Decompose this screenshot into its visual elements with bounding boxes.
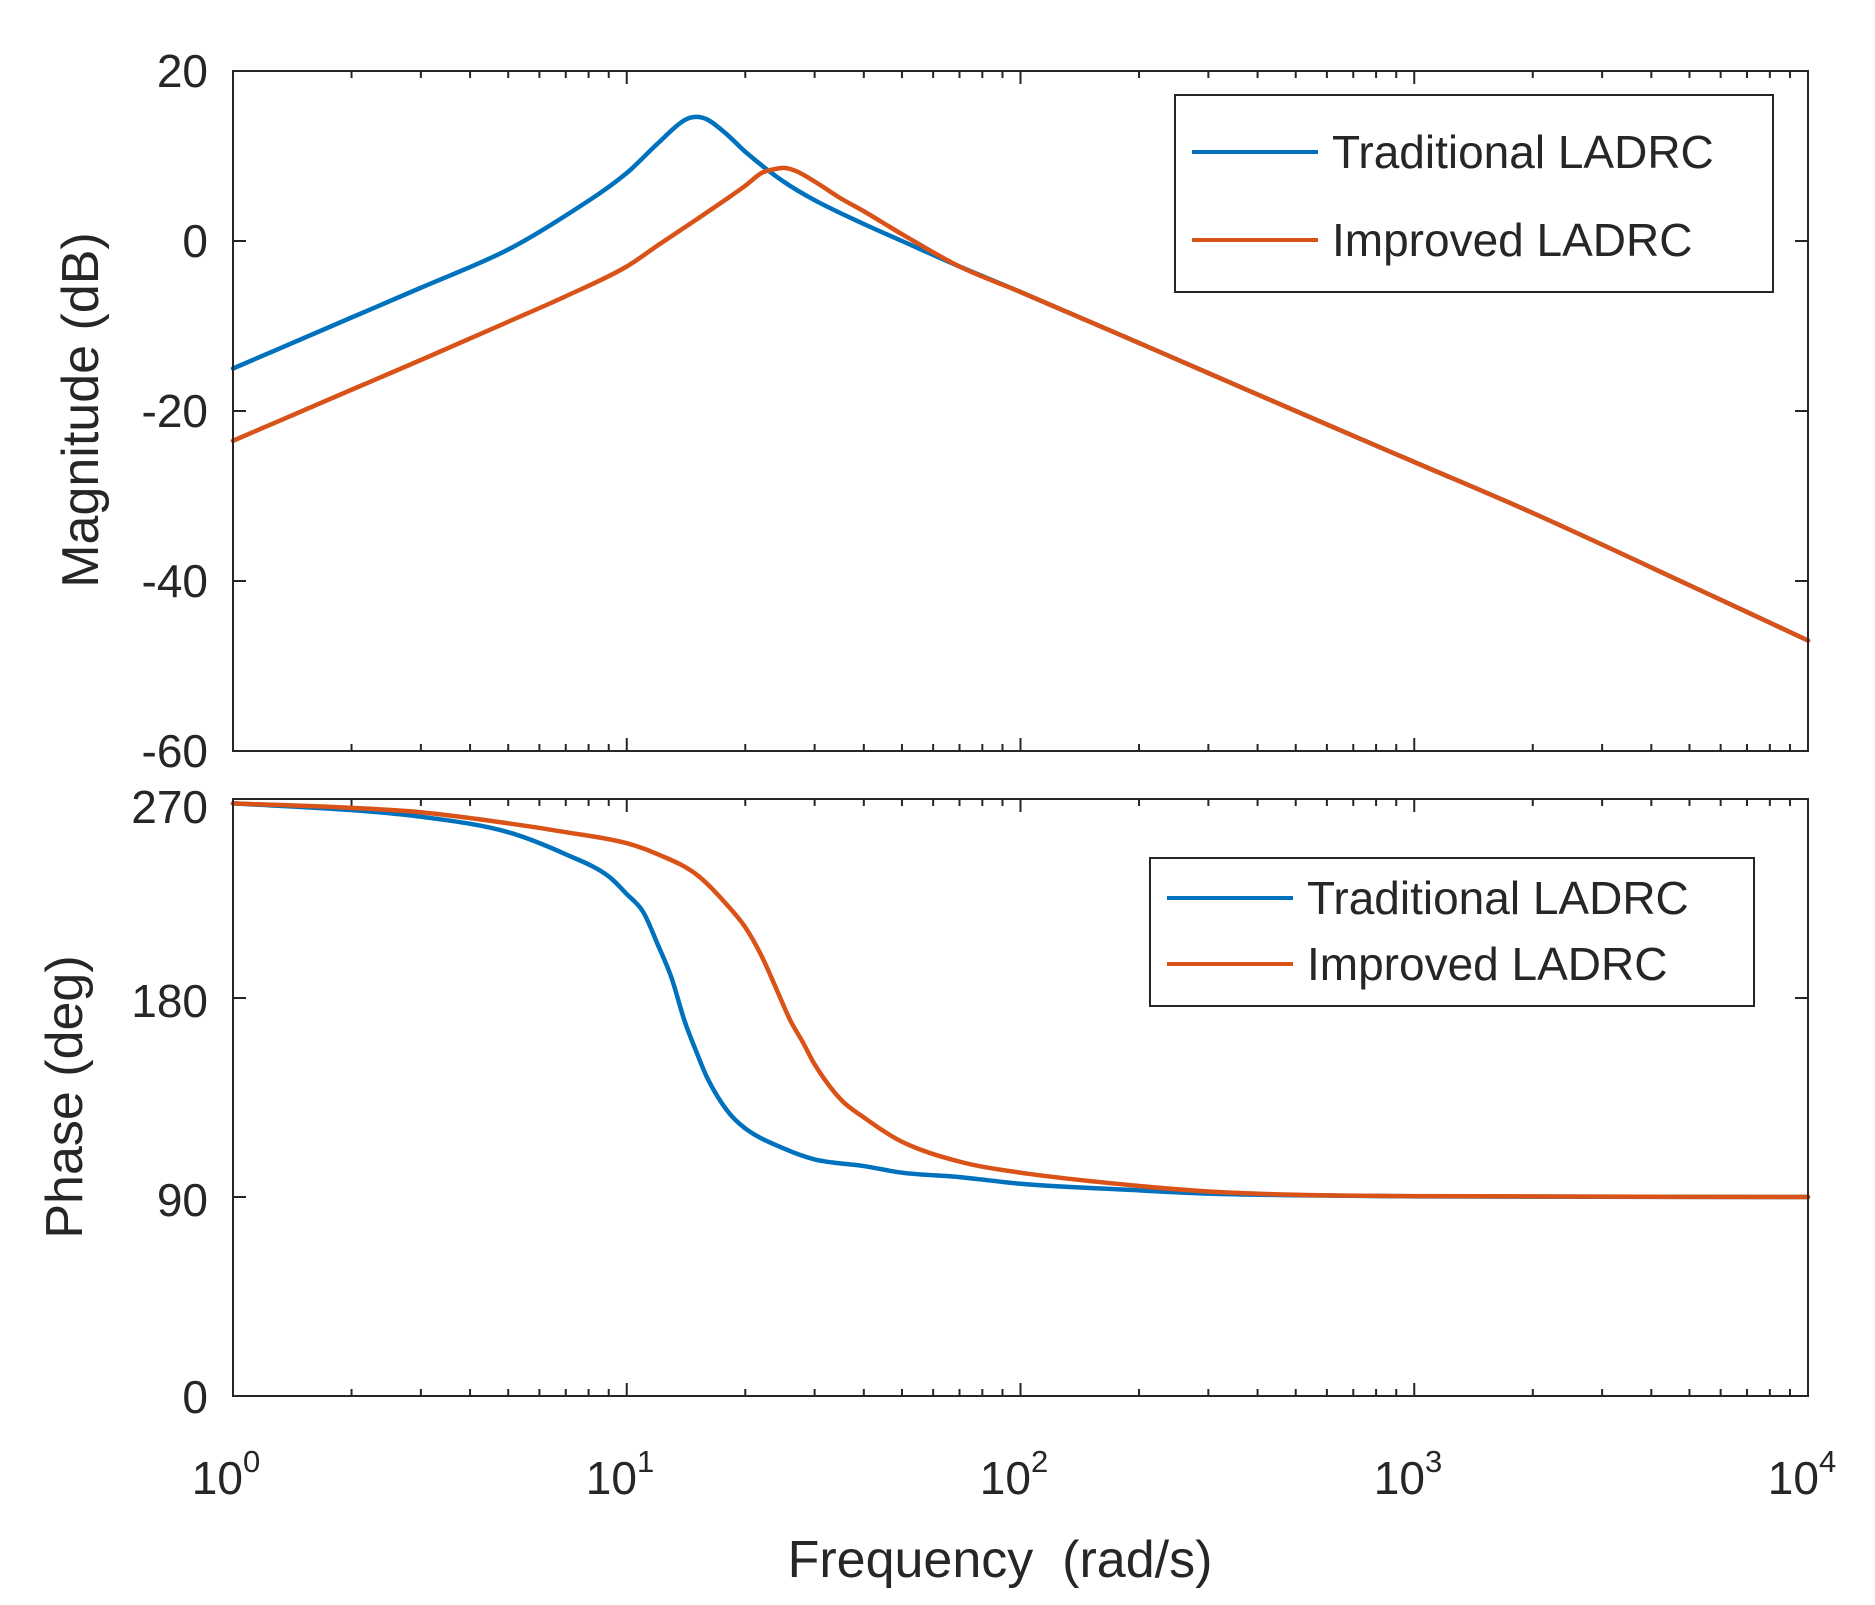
xtick-exponent: 1 (637, 1444, 654, 1479)
legend-label-improved: Improved LADRC (1307, 938, 1667, 990)
x-tick-labels: 100 101 102 103 104 (192, 1444, 1836, 1504)
magnitude-panel: 20 0 -20 -40 -60 Magnitude (dB) Traditio… (52, 45, 1811, 777)
xtick-exponent: 4 (1819, 1444, 1836, 1479)
xtick-label: 103 (1374, 1444, 1442, 1504)
mag-ytick-label: -60 (142, 725, 208, 777)
xtick-base: 10 (586, 1452, 637, 1504)
phase-ytick-label: 90 (157, 1174, 208, 1226)
xtick-label: 102 (980, 1444, 1048, 1504)
phase-axes-box (232, 798, 1809, 1397)
mag-ytick-label: 0 (182, 215, 208, 267)
phase-ytick-label: 270 (131, 781, 208, 833)
xtick-base: 10 (1768, 1452, 1819, 1504)
xtick-label: 104 (1768, 1444, 1836, 1504)
x-axis-label: Frequency (rad/s) (788, 1531, 1213, 1589)
phase-ytick-label: 180 (131, 975, 208, 1027)
mag-ytick-label: -40 (142, 555, 208, 607)
phase-series-improved (230, 801, 1811, 1200)
mag-ytick-label: -20 (142, 385, 208, 437)
legend-label-traditional: Traditional LADRC (1307, 872, 1689, 924)
phase-series (230, 801, 1811, 1200)
magnitude-axes-box (232, 70, 1809, 752)
mag-ytick-label: 20 (157, 45, 208, 97)
xtick-base: 10 (1374, 1452, 1425, 1504)
phase-ytick-label: 0 (182, 1371, 208, 1423)
xtick-label: 101 (586, 1444, 654, 1504)
xtick-base: 10 (192, 1452, 243, 1504)
phase-axis-label: Phase (deg) (36, 955, 94, 1238)
magnitude-ticks (232, 70, 1809, 752)
phase-panel: 270 180 90 0 Phase (deg) Traditional LAD… (36, 781, 1811, 1423)
xtick-exponent: 0 (243, 1444, 260, 1479)
magnitude-legend-box (1174, 94, 1774, 293)
xtick-base: 10 (980, 1452, 1031, 1504)
xtick-exponent: 2 (1031, 1444, 1048, 1479)
xtick-label: 100 (192, 1444, 260, 1504)
legend-label-traditional: Traditional LADRC (1332, 126, 1714, 178)
magnitude-axis-label: Magnitude (dB) (52, 232, 110, 588)
legend-label-improved: Improved LADRC (1332, 214, 1692, 266)
mag-series-improved (230, 165, 1811, 643)
phase-legend: Traditional LADRC Improved LADRC (1149, 857, 1755, 1007)
phase-legend-box (1149, 857, 1755, 1007)
xtick-exponent: 3 (1425, 1444, 1442, 1479)
magnitude-legend: Traditional LADRC Improved LADRC (1174, 94, 1774, 293)
magnitude-series (230, 114, 1811, 643)
